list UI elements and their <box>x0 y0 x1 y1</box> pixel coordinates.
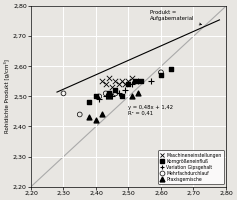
Point <box>88 116 91 119</box>
Point <box>104 92 108 95</box>
Point <box>127 80 130 83</box>
Legend: Maschineneinstellungen, Korngrößeneinfluß, Variation Gipsgehalt, Mehrfachdurchla: Maschineneinstellungen, Korngrößeneinflu… <box>158 150 224 184</box>
Point <box>107 92 111 95</box>
Point <box>127 83 130 86</box>
Point <box>169 68 173 71</box>
Point <box>100 113 104 116</box>
Point <box>130 95 134 98</box>
Point <box>117 83 121 86</box>
Point <box>159 74 163 77</box>
Point <box>104 95 108 98</box>
Point <box>130 83 134 86</box>
Point <box>107 77 111 80</box>
Point <box>114 92 117 95</box>
Point <box>123 83 127 86</box>
Point <box>97 95 101 98</box>
Point <box>136 92 140 95</box>
Point <box>120 95 124 98</box>
Point <box>117 92 121 95</box>
Y-axis label: Rohidichte Produkt [g/cm³]: Rohidichte Produkt [g/cm³] <box>4 59 10 133</box>
Point <box>149 80 153 83</box>
Point <box>159 71 163 74</box>
Point <box>140 80 143 83</box>
Point <box>88 101 91 104</box>
Point <box>100 80 104 83</box>
Point <box>123 89 127 92</box>
Point <box>130 77 134 80</box>
Point <box>107 95 111 98</box>
Point <box>133 80 137 83</box>
Point <box>110 95 114 98</box>
Point <box>97 98 101 101</box>
Text: y = 0,48x + 1,42
R² = 0,41: y = 0,48x + 1,42 R² = 0,41 <box>128 105 173 116</box>
Text: Produkt =
Aufgabematerial: Produkt = Aufgabematerial <box>150 10 201 25</box>
Point <box>94 119 98 122</box>
Point <box>136 80 140 83</box>
Point <box>110 86 114 89</box>
Point <box>78 113 82 116</box>
Point <box>114 80 117 83</box>
Point <box>120 80 124 83</box>
Point <box>62 92 65 95</box>
Point <box>94 95 98 98</box>
Point <box>114 89 117 92</box>
Point <box>104 83 108 86</box>
